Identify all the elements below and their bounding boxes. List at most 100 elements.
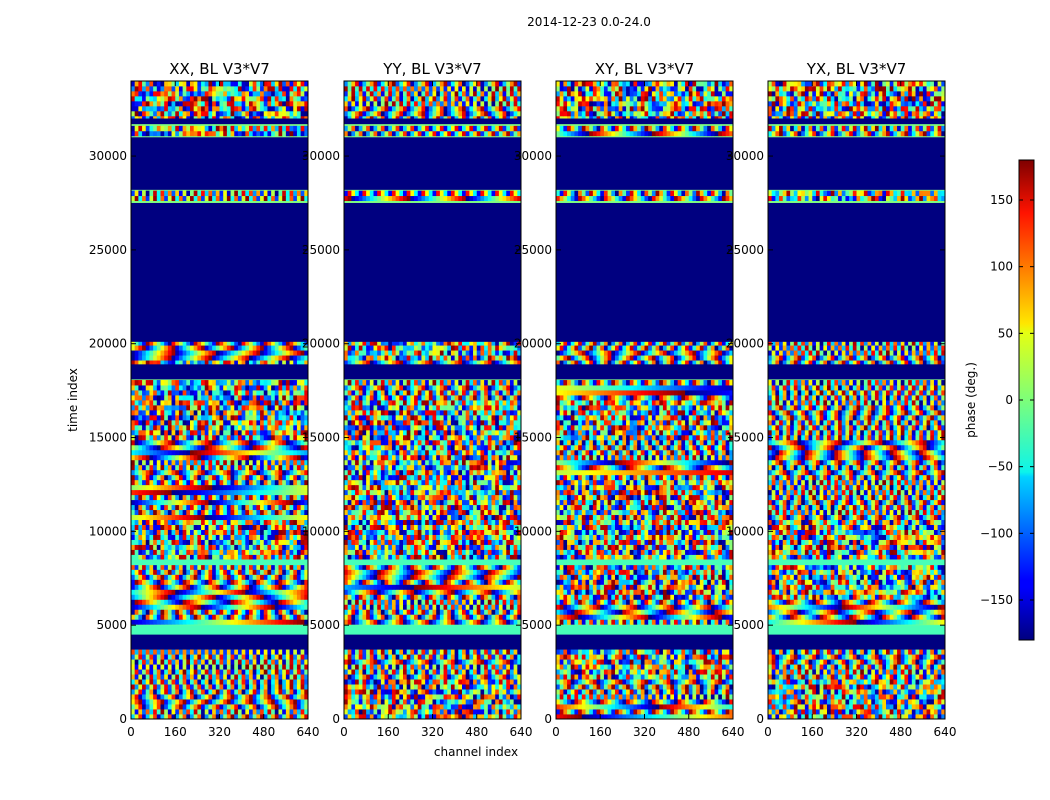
phase-cell [487,614,492,620]
phase-cell [274,125,279,132]
phase-cell [256,699,261,705]
phase-cell [178,400,184,406]
phase-cell [502,664,507,670]
phase-cell [175,574,180,580]
phase-cell [506,594,511,600]
phase-cell [156,195,161,202]
phase-cell [289,649,294,655]
phase-cell [509,669,515,675]
phase-cell [513,589,518,595]
phase-cell [285,514,290,521]
phase-cell [391,664,397,670]
phase-cell [226,434,231,441]
phase-cell [178,669,184,675]
phase-cell [252,619,257,625]
phase-cell [223,674,228,680]
phase-cell [156,81,161,87]
phase-cell [182,345,187,351]
phase-cell [484,664,489,670]
phase-cell [186,519,191,526]
phase-cell [274,414,279,421]
phase-cell [458,609,463,615]
phase-cell [201,454,206,461]
phase-cell [193,544,198,550]
phase-cell [171,110,176,117]
phase-cell [285,110,290,117]
phase-cell [362,699,367,705]
phase-cell [131,424,136,431]
phase-cell [160,574,165,580]
phase-cell [296,85,302,92]
phase-cell [252,594,257,600]
phase-cell [153,529,158,535]
phase-cell [271,479,276,486]
phase-cell [391,689,397,695]
phase-cell [417,584,422,590]
phase-cell [260,659,265,665]
phase-cell [223,594,228,600]
phase-cell [145,444,150,451]
phase-cell [145,524,150,530]
phase-cell [197,529,202,535]
phase-cell [439,699,444,705]
phase-cell [142,489,147,496]
phase-cell [167,464,172,471]
phase-cell [495,599,500,605]
phase-cell [164,524,169,530]
phase-cell [138,459,143,466]
phase-cell [223,659,228,665]
phase-cell [156,484,161,491]
phase-cell [282,509,287,516]
phase-cell [278,604,283,610]
phase-cell [300,509,305,516]
phase-cell [160,400,165,406]
phase-cell [278,434,283,441]
phase-cell [465,694,470,700]
phase-cell [153,434,158,441]
phase-cell [190,699,195,705]
phase-cell [212,125,217,132]
phase-cell [260,469,265,476]
phase-cell [178,459,184,466]
phase-cell [138,509,143,516]
phase-cell [142,474,147,481]
phase-cell [384,599,389,605]
phase-cell [215,85,220,92]
phase-cell [380,664,385,670]
phase-cell [267,524,272,530]
phase-cell [131,604,136,610]
phase-cell [293,85,298,92]
phase-cell [293,130,298,137]
phase-cell [149,385,154,391]
phase-cell [274,469,279,476]
phase-cell [484,694,489,700]
phase-cell [156,424,161,431]
phase-cell [149,699,154,705]
phase-cell [439,594,444,600]
phase-cell [201,395,206,401]
phase-cell [391,699,397,705]
phase-cell [263,514,268,521]
phase-cell [197,599,202,605]
phase-cell [197,125,202,132]
phase-cell [219,90,224,97]
phase-cell [241,569,246,575]
phase-cell [296,689,302,695]
phase-cell [241,529,246,535]
phase-cell [267,439,272,446]
phase-cell [131,464,136,471]
phase-cell [245,489,250,496]
phase-cell [156,684,161,690]
phase-cell [215,684,220,690]
phase-cell [509,574,515,580]
phase-cell [230,664,235,670]
phase-cell [278,100,283,107]
phase-cell [285,544,290,550]
phase-cell [237,350,243,356]
phase-cell [278,649,283,655]
phase-cell [256,474,261,481]
phase-cell [178,125,184,132]
phase-cell [190,90,195,97]
phase-cell [487,594,492,600]
phase-cell [388,714,393,719]
